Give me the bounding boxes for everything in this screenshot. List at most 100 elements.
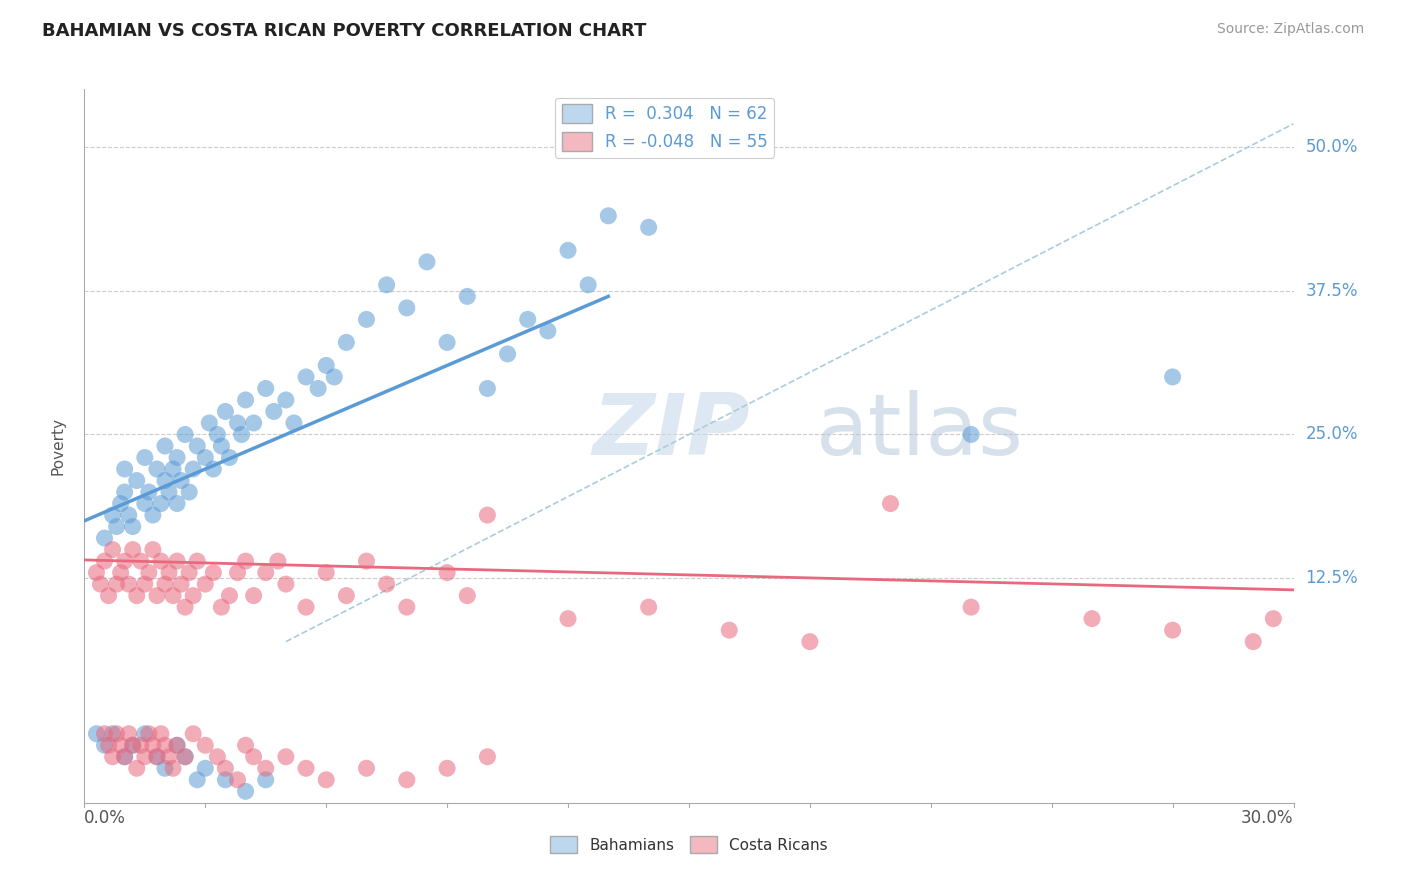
Point: [110, 738, 132, 752]
Point: [254, 772, 277, 787]
Point: [174, 427, 197, 442]
Point: [146, 462, 169, 476]
Point: [576, 277, 599, 292]
Point: [97, 738, 120, 752]
Point: [157, 485, 180, 500]
Point: [557, 244, 579, 258]
Point: [198, 416, 221, 430]
Point: [162, 462, 184, 476]
Point: [254, 566, 277, 580]
Point: [395, 772, 418, 787]
Point: [235, 392, 257, 407]
Point: [335, 589, 357, 603]
Point: [960, 600, 983, 615]
Point: [242, 749, 264, 764]
Point: [118, 577, 141, 591]
Text: Poverty: Poverty: [51, 417, 65, 475]
Text: 37.5%: 37.5%: [1306, 282, 1358, 300]
Point: [254, 381, 277, 395]
Point: [1161, 623, 1184, 637]
Point: [105, 727, 128, 741]
Point: [181, 589, 204, 603]
Point: [209, 600, 232, 615]
Point: [235, 554, 257, 568]
Point: [375, 577, 398, 591]
Point: [194, 761, 217, 775]
Point: [194, 577, 217, 591]
Point: [214, 404, 236, 418]
Text: 12.5%: 12.5%: [1306, 569, 1358, 587]
Point: [477, 508, 499, 522]
Point: [142, 738, 165, 752]
Point: [194, 738, 217, 752]
Point: [1241, 634, 1264, 648]
Point: [356, 554, 378, 568]
Point: [194, 450, 217, 465]
Point: [202, 462, 225, 476]
Point: [323, 370, 346, 384]
Point: [134, 497, 156, 511]
Point: [114, 749, 136, 764]
Point: [138, 727, 160, 741]
Point: [202, 566, 225, 580]
Point: [146, 749, 169, 764]
Legend: Bahamians, Costa Ricans: Bahamians, Costa Ricans: [544, 830, 834, 859]
Text: 25.0%: 25.0%: [1306, 425, 1358, 443]
Point: [226, 566, 249, 580]
Point: [125, 589, 148, 603]
Point: [174, 749, 197, 764]
Point: [142, 508, 165, 522]
Point: [166, 554, 188, 568]
Text: atlas: atlas: [815, 390, 1024, 474]
Point: [93, 531, 115, 545]
Point: [226, 772, 249, 787]
Point: [101, 542, 124, 557]
Point: [181, 462, 204, 476]
Point: [118, 508, 141, 522]
Point: [138, 566, 160, 580]
Point: [166, 738, 188, 752]
Point: [153, 738, 176, 752]
Point: [186, 439, 208, 453]
Point: [142, 542, 165, 557]
Text: 30.0%: 30.0%: [1241, 808, 1294, 827]
Point: [114, 554, 136, 568]
Point: [207, 427, 229, 442]
Point: [226, 416, 249, 430]
Point: [395, 301, 418, 315]
Point: [1161, 370, 1184, 384]
Point: [110, 566, 132, 580]
Text: BAHAMIAN VS COSTA RICAN POVERTY CORRELATION CHART: BAHAMIAN VS COSTA RICAN POVERTY CORRELAT…: [42, 22, 647, 40]
Point: [496, 347, 519, 361]
Point: [598, 209, 620, 223]
Point: [436, 335, 458, 350]
Point: [456, 289, 478, 303]
Point: [295, 370, 318, 384]
Point: [1263, 612, 1285, 626]
Point: [242, 589, 264, 603]
Point: [181, 727, 204, 741]
Point: [274, 577, 297, 591]
Point: [637, 220, 659, 235]
Point: [166, 497, 188, 511]
Point: [129, 738, 152, 752]
Point: [134, 450, 156, 465]
Point: [307, 381, 329, 395]
Point: [799, 634, 821, 648]
Point: [207, 749, 229, 764]
Point: [1081, 612, 1104, 626]
Point: [335, 335, 357, 350]
Point: [166, 450, 188, 465]
Point: [149, 497, 172, 511]
Text: 0.0%: 0.0%: [84, 808, 127, 827]
Point: [315, 566, 337, 580]
Point: [134, 749, 156, 764]
Point: [295, 600, 318, 615]
Point: [153, 577, 176, 591]
Point: [263, 404, 285, 418]
Point: [315, 772, 337, 787]
Point: [235, 738, 257, 752]
Point: [93, 738, 115, 752]
Point: [149, 727, 172, 741]
Point: [134, 577, 156, 591]
